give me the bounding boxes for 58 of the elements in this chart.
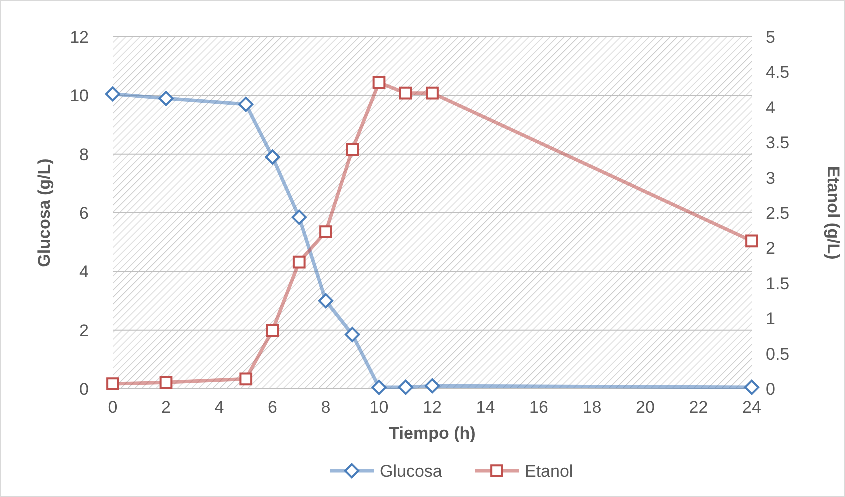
point <box>160 376 173 390</box>
y-tick-label: 8 <box>80 145 89 164</box>
y2-tick-label: 3 <box>766 168 776 188</box>
y2-tick-label: 4.5 <box>766 63 790 82</box>
y-tick-label: 12 <box>70 28 89 47</box>
y2-tick-label: 4 <box>766 98 776 118</box>
y2-tick-label: 5 <box>766 28 776 47</box>
x-tick-label: 8 <box>321 398 331 417</box>
x-tick-label: 2 <box>162 398 171 417</box>
point <box>424 378 440 394</box>
point <box>320 226 332 238</box>
point <box>265 150 280 165</box>
point <box>345 327 360 342</box>
point <box>372 76 386 90</box>
point <box>158 91 174 106</box>
point <box>346 143 360 156</box>
y-tick-label: 6 <box>80 204 89 223</box>
x-tick-label: 22 <box>689 398 708 417</box>
x-tick-label: 16 <box>530 398 548 417</box>
point <box>292 256 306 269</box>
x-tick-label: 24 <box>742 398 762 417</box>
y-tick-label: 4 <box>80 262 89 282</box>
point <box>744 380 760 396</box>
point <box>105 86 121 102</box>
x-tick-label: 10 <box>370 398 389 417</box>
point <box>746 234 758 248</box>
x-tick-label: 0 <box>108 398 118 417</box>
y2-tick-label: 2 <box>766 239 776 258</box>
x-tick-label: 6 <box>268 398 278 417</box>
x-axis-title: Tiempo (h) <box>389 424 476 443</box>
y2-tick-label: 1.5 <box>766 274 790 294</box>
point <box>238 96 254 112</box>
y2-axis-title: Etanol (g/L) <box>824 166 843 260</box>
x-tick-label: 18 <box>582 398 602 417</box>
y2-tick-label: 2.5 <box>766 204 790 223</box>
y-tick-label: 2 <box>80 321 89 340</box>
y-axis-title: Glucosa (g/L) <box>35 158 54 268</box>
y-tick-label: 10 <box>70 86 89 106</box>
point <box>240 372 253 386</box>
y-tick-label: 0 <box>80 380 89 399</box>
y2-tick-label: 3.5 <box>766 134 790 153</box>
point <box>426 86 439 100</box>
legend-label: Etanol <box>525 462 574 481</box>
y2-tick-label: 0.5 <box>766 344 790 364</box>
y2-tick-label: 1 <box>766 310 776 329</box>
point <box>266 324 280 337</box>
x-tick-label: 20 <box>636 398 655 417</box>
point <box>318 293 334 309</box>
legend-label: Glucosa <box>380 462 443 481</box>
point <box>399 86 412 100</box>
point <box>398 380 414 396</box>
point <box>372 380 387 396</box>
x-tick-label: 12 <box>423 398 442 417</box>
point <box>106 378 120 390</box>
y2-tick-label: 0 <box>766 380 776 399</box>
x-tick-label: 14 <box>476 398 496 417</box>
point <box>292 210 307 225</box>
x-tick-label: 4 <box>214 398 224 417</box>
